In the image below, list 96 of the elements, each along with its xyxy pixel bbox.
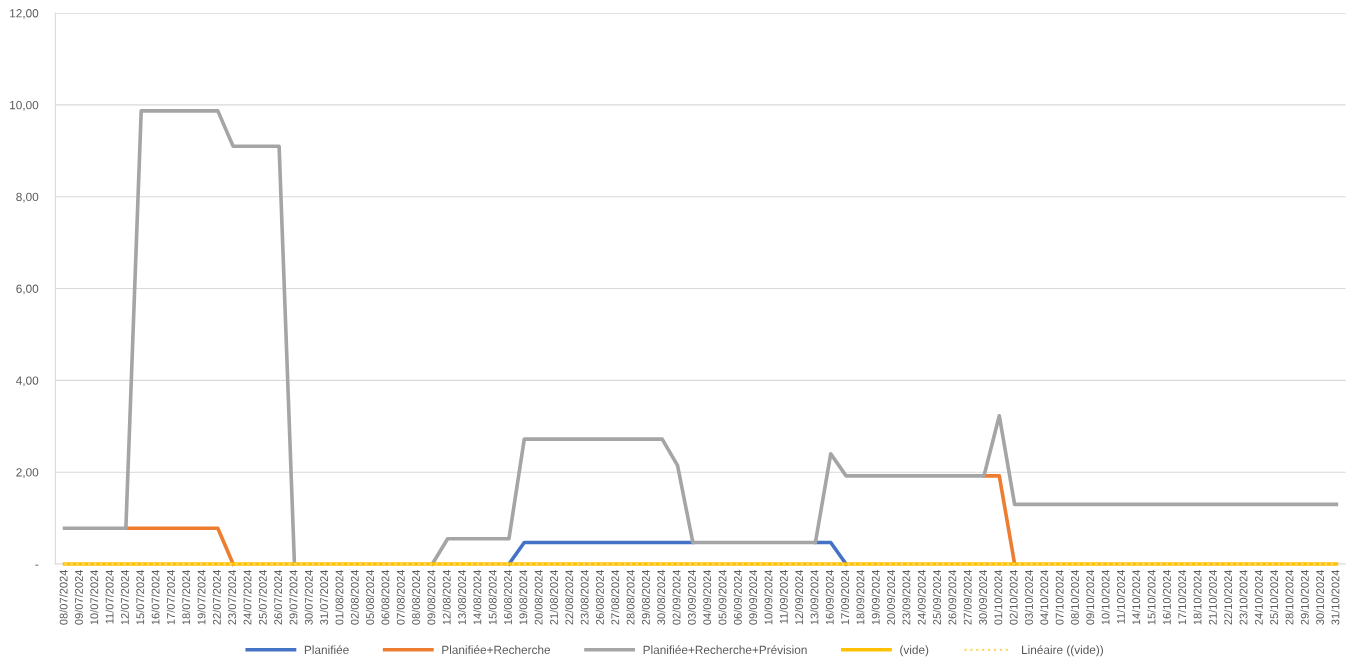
x-tick-label: 23/09/2024 <box>902 569 911 625</box>
x-tick-label: 28/10/2024 <box>1285 569 1294 625</box>
x-tick-label: 17/10/2024 <box>1177 569 1187 625</box>
x-tick-label: 09/10/2024 <box>1086 569 1095 625</box>
x-tick-label: 30/10/2024 <box>1315 569 1325 625</box>
x-tick-label: 09/08/2024 <box>427 569 436 625</box>
x-tick-label: 08/07/2024 <box>59 569 68 625</box>
x-tick-label: 09/07/2024 <box>74 569 83 625</box>
x-tick-label: 27/09/2024 <box>963 569 972 625</box>
x-tick-label: 23/10/2024 <box>1239 569 1248 625</box>
x-tick-label: 12/07/2024 <box>120 569 129 625</box>
x-tick-label: 04/09/2024 <box>702 569 712 625</box>
x-tick-label: 18/07/2024 <box>181 569 191 625</box>
x-tick-label: 14/08/2024 <box>473 569 482 625</box>
y-tick-label: 8,00 <box>16 192 39 203</box>
x-tick-label: 11/09/2024 <box>779 569 788 624</box>
x-tick-label: 23/07/2024 <box>227 569 237 625</box>
x-tick-label: 26/08/2024 <box>595 569 604 625</box>
x-tick-label: 10/07/2024 <box>90 569 99 625</box>
x-tick-label: 06/08/2024 <box>381 569 390 625</box>
x-tick-label: 25/10/2024 <box>1269 569 1279 625</box>
x-tick-label: 30/07/2024 <box>304 569 313 625</box>
x-tick-label: 12/08/2024 <box>442 569 451 625</box>
x-tick-label: 31/07/2024 <box>319 569 329 625</box>
x-tick-label: 16/09/2024 <box>825 569 834 625</box>
x-tick-label: 18/10/2024 <box>1193 569 1202 625</box>
x-tick-label: 26/09/2024 <box>948 569 957 625</box>
x-tick-label: 30/08/2024 <box>657 569 666 625</box>
x-tick-label: 15/07/2024 <box>136 569 145 625</box>
legend-label: Planifiée+Recherche <box>442 645 551 655</box>
x-tick-label: 30/09/2024 <box>978 569 987 625</box>
x-tick-label: 16/08/2024 <box>503 569 512 625</box>
x-tick-label: 18/09/2024 <box>856 569 865 625</box>
y-tick-label: 4,00 <box>16 376 39 387</box>
x-tick-label: 09/09/2024 <box>748 569 758 625</box>
x-tick-label: 15/08/2024 <box>488 569 497 625</box>
x-tick-label: 16/10/2024 <box>1162 569 1171 625</box>
legend-label: (vide) <box>900 645 929 657</box>
y-tick-label: 12,00 <box>10 9 39 19</box>
x-tick-label: 17/07/2024 <box>166 569 175 625</box>
y-tick-label: 10,00 <box>10 100 39 111</box>
x-tick-label: 05/08/2024 <box>365 569 375 625</box>
legend-label: Linéaire ((vide)) <box>1022 645 1103 657</box>
y-tick-label: 6,00 <box>16 284 39 295</box>
x-tick-label: 10/10/2024 <box>1101 569 1110 625</box>
x-tick-label: 26/07/2024 <box>273 569 283 625</box>
x-tick-label: 11/10/2024 <box>1116 569 1125 624</box>
x-tick-label: 02/10/2024 <box>1009 569 1018 625</box>
y-tick-label: - <box>35 564 39 566</box>
x-tick-label: 02/09/2024 <box>672 569 681 625</box>
x-tick-label: 04/10/2024 <box>1040 569 1049 625</box>
x-tick-label: 24/07/2024 <box>243 569 252 625</box>
x-tick-label: 08/10/2024 <box>1070 569 1079 625</box>
x-tick-label: 29/08/2024 <box>641 569 650 625</box>
x-tick-label: 29/10/2024 <box>1300 569 1309 625</box>
x-tick-label: 24/10/2024 <box>1254 569 1263 625</box>
x-tick-label: 06/09/2024 <box>733 569 742 625</box>
x-tick-label: 05/09/2024 <box>718 569 727 625</box>
legend-label: Planifiée <box>304 645 349 655</box>
x-tick-label: 19/09/2024 <box>871 569 880 625</box>
x-tick-label: 07/10/2024 <box>1055 569 1064 625</box>
x-tick-label: 10/09/2024 <box>764 569 773 625</box>
x-tick-label: 21/08/2024 <box>549 569 558 625</box>
x-tick-label: 01/08/2024 <box>335 569 344 625</box>
x-tick-label: 22/10/2024 <box>1223 569 1233 625</box>
x-tick-label: 24/09/2024 <box>917 569 926 625</box>
x-tick-label: 12/09/2024 <box>794 569 804 625</box>
x-tick-label: 22/07/2024 <box>212 569 221 625</box>
x-tick-label: 21/10/2024 <box>1208 569 1217 625</box>
x-tick-label: 16/07/2024 <box>151 569 160 625</box>
x-tick-label: 19/07/2024 <box>197 569 206 625</box>
x-tick-label: 07/08/2024 <box>396 569 405 625</box>
x-tick-label: 08/08/2024 <box>411 569 420 625</box>
x-tick-label: 19/08/2024 <box>519 569 528 625</box>
x-tick-label: 27/08/2024 <box>611 569 620 625</box>
x-tick-label: 11/07/2024 <box>105 569 114 624</box>
y-tick-label: 2,00 <box>16 468 39 478</box>
x-tick-label: 14/10/2024 <box>1132 569 1141 625</box>
x-tick-label: 01/10/2024 <box>994 569 1003 625</box>
x-tick-label: 29/07/2024 <box>289 569 298 625</box>
x-tick-label: 25/09/2024 <box>932 569 941 625</box>
x-tick-label: 03/09/2024 <box>687 569 696 625</box>
x-tick-label: 25/07/2024 <box>258 569 267 625</box>
x-tick-label: 20/09/2024 <box>886 569 896 625</box>
x-tick-label: 13/08/2024 <box>457 569 466 625</box>
x-tick-label: 23/08/2024 <box>580 569 589 625</box>
x-tick-label: 22/08/2024 <box>565 569 574 625</box>
x-tick-label: 28/08/2024 <box>626 569 635 625</box>
x-tick-label: 15/10/2024 <box>1147 569 1156 625</box>
x-tick-label: 20/08/2024 <box>534 569 543 625</box>
x-tick-label: 31/10/2024 <box>1331 569 1340 625</box>
x-tick-label: 13/09/2024 <box>810 569 819 625</box>
x-tick-label: 02/08/2024 <box>350 569 359 625</box>
x-tick-label: 03/10/2024 <box>1024 569 1033 625</box>
x-tick-label: 17/09/2024 <box>840 569 850 625</box>
legend-label: Planifiée+Recherche+Prévision <box>643 645 807 655</box>
